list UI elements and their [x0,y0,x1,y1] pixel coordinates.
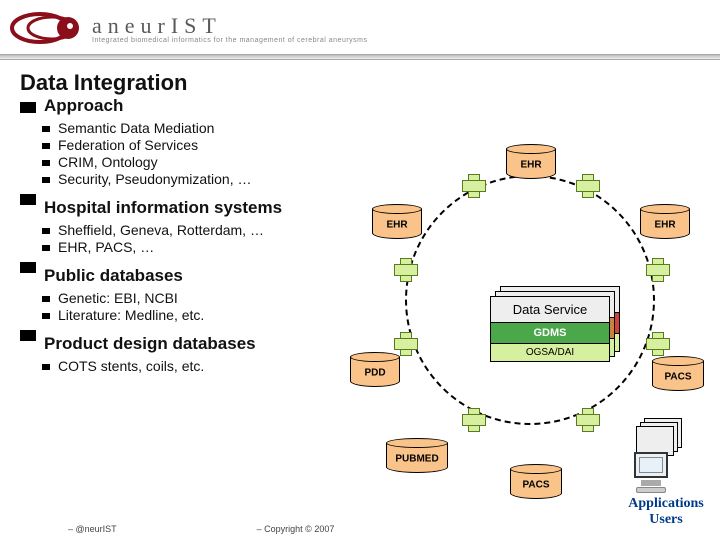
database-cylinder: PACS [510,464,562,504]
connector-icon [462,408,484,430]
section-items: Semantic Data Mediation Federation of Se… [42,120,340,187]
connector-icon [576,174,598,196]
list-item: Sheffield, Geneva, Rotterdam, … [42,222,340,238]
logo-text: aneurIST [92,13,368,39]
footer-left: – @neurIST [68,524,117,534]
apps-label: Applications [606,496,720,512]
connector-icon [646,332,668,354]
list-item: CRIM, Ontology [42,154,340,170]
logo: aneurIST Integrated biomedical informati… [10,6,368,50]
diagram: EHREHREHRPDDPACSPUBMEDPACS Data Service … [340,150,720,520]
list-item: Literature: Medline, etc. [42,307,340,323]
connector-icon [646,258,668,280]
connector-icon [576,408,598,430]
section-heading: Approach [44,96,123,116]
connector-icon [394,258,416,280]
section-heading: Public databases [44,266,183,286]
header-divider [0,54,720,60]
service-bot: OGSA/DAI [491,343,609,361]
database-cylinder: EHR [506,144,556,184]
database-cylinder: PDD [350,352,400,392]
service-title: Data Service [491,297,609,323]
section-items: Genetic: EBI, NCBI Literature: Medline, … [42,290,340,323]
database-cylinder: PACS [652,356,704,396]
section-heading: Product design databases [44,334,256,354]
section-items: COTS stents, coils, etc. [42,358,340,374]
database-cylinder: EHR [372,204,422,244]
header: aneurIST Integrated biomedical informati… [0,0,720,56]
database-cylinder: PUBMED [386,438,448,478]
footer: – @neurIST – Copyright © 2007 [0,524,720,534]
footer-right: – Copyright © 2007 [257,524,335,534]
page-title: Data Integration [20,70,187,96]
monitor-icon [634,452,668,493]
section-items: Sheffield, Geneva, Rotterdam, … EHR, PAC… [42,222,340,255]
list-item: Semantic Data Mediation [42,120,340,136]
logo-subtitle: Integrated biomedical informatics for th… [92,37,368,44]
section-heading: Hospital information systems [44,198,282,218]
connector-icon [394,332,416,354]
list-item: COTS stents, coils, etc. [42,358,340,374]
list-item: Federation of Services [42,137,340,153]
database-cylinder: EHR [640,204,690,244]
list-item: Genetic: EBI, NCBI [42,290,340,306]
connector-icon [462,174,484,196]
logo-icon [10,6,84,50]
list-item: EHR, PACS, … [42,239,340,255]
content: Approach Semantic Data Mediation Federat… [20,96,340,375]
service-mid: GDMS [491,323,609,343]
list-item: Security, Pseudonymization, … [42,171,340,187]
